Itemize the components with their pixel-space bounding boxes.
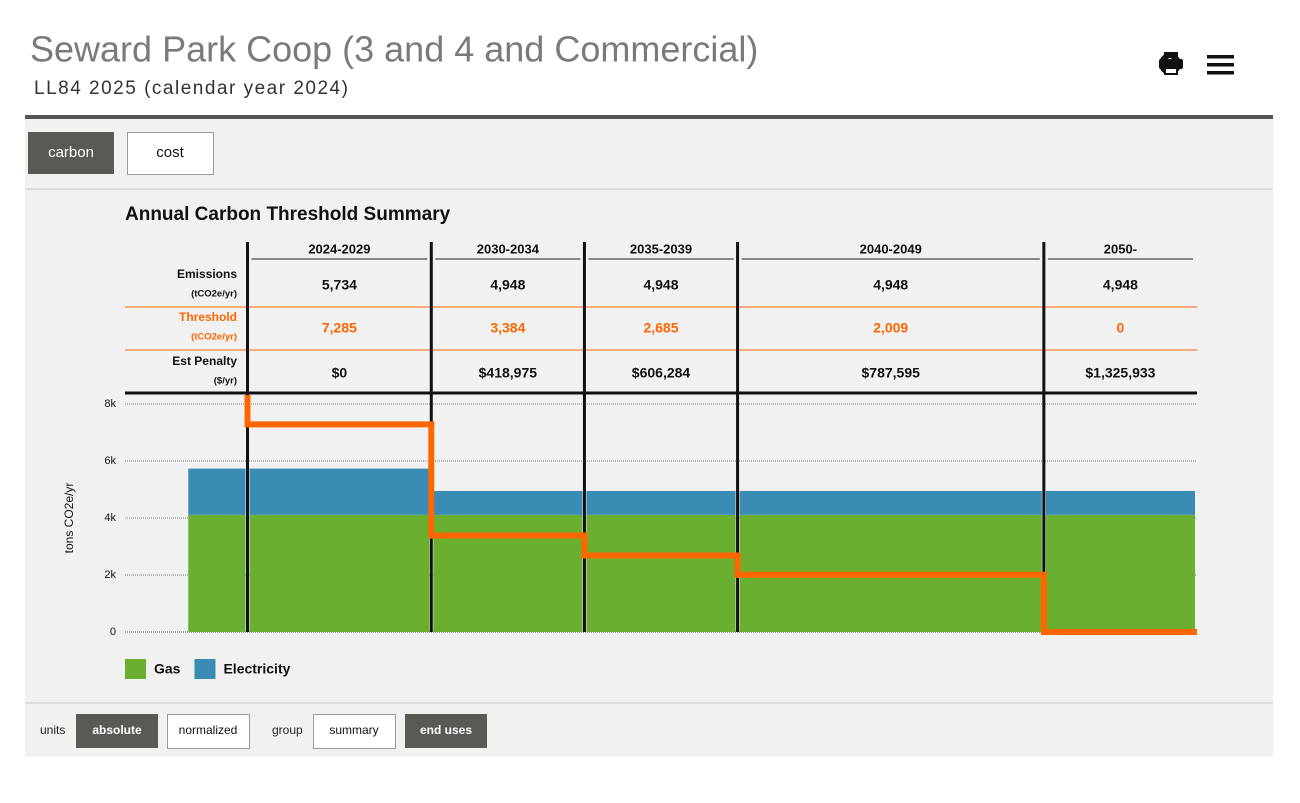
button-label[interactable]: end uses bbox=[420, 723, 472, 737]
table-value: 5,734 bbox=[322, 277, 357, 293]
page-subtitle: LL84 2025 (calendar year 2024) bbox=[34, 78, 349, 99]
button-summary[interactable]: summary bbox=[313, 714, 396, 749]
table-value: 4,948 bbox=[643, 277, 678, 293]
y-tick-label: 8k bbox=[104, 398, 116, 410]
bar-segment bbox=[586, 490, 736, 515]
chart-title: Annual Carbon Threshold Summary bbox=[125, 204, 451, 225]
column-header: 2050- bbox=[1104, 241, 1137, 256]
button-absolute[interactable]: absolute bbox=[76, 714, 158, 748]
row-name: Threshold bbox=[179, 310, 237, 324]
y-tick-label: 2k bbox=[104, 569, 116, 581]
tab-label[interactable]: cost bbox=[156, 144, 184, 161]
row-unit: ($/yr) bbox=[214, 376, 237, 387]
legend-swatch bbox=[194, 659, 216, 679]
table-value: $0 bbox=[332, 365, 348, 381]
y-tick-label: 6k bbox=[104, 455, 116, 467]
y-tick-label: 4k bbox=[104, 512, 116, 524]
column-header: 2035-2039 bbox=[630, 241, 692, 256]
row-unit: (tCO2e/yr) bbox=[191, 289, 237, 300]
units-label: units bbox=[40, 723, 65, 737]
row-unit: (tCO2e/yr) bbox=[191, 332, 237, 343]
bar-segment bbox=[433, 514, 583, 632]
table-value: $1,325,933 bbox=[1085, 365, 1155, 381]
bar-segment bbox=[1045, 490, 1195, 515]
column-header: 2024-2029 bbox=[308, 241, 370, 256]
group-label: group bbox=[272, 723, 303, 737]
tab-label[interactable]: carbon bbox=[48, 144, 94, 161]
column-header: 2040-2049 bbox=[860, 241, 922, 256]
column-header: 2030-2034 bbox=[477, 241, 540, 256]
menu-icon[interactable] bbox=[1207, 55, 1234, 75]
legend-label: Gas bbox=[154, 661, 181, 677]
bar-segment bbox=[1045, 514, 1195, 632]
table-value: 0 bbox=[1117, 320, 1125, 336]
table-value: $606,284 bbox=[632, 365, 691, 381]
row-name: Emissions bbox=[177, 267, 237, 281]
bar-segment bbox=[188, 514, 246, 632]
bar-segment bbox=[586, 514, 736, 632]
table-value: 2,685 bbox=[643, 320, 678, 336]
bar-segment bbox=[249, 468, 430, 515]
header-rule bbox=[25, 115, 1273, 119]
button-label[interactable]: normalized bbox=[179, 723, 238, 737]
bar-segment bbox=[188, 468, 246, 515]
table-value: 3,384 bbox=[490, 320, 525, 336]
legend-label: Electricity bbox=[223, 661, 290, 677]
row-name: Est Penalty bbox=[172, 354, 237, 368]
panel bbox=[25, 119, 1273, 757]
table-value: 4,948 bbox=[873, 277, 908, 293]
legend-swatch bbox=[125, 659, 146, 679]
y-axis-label: tons CO2e/yr bbox=[62, 483, 76, 554]
table-value: $418,975 bbox=[479, 365, 538, 381]
button-end-uses[interactable]: end uses bbox=[405, 714, 487, 748]
table-value: 7,285 bbox=[322, 320, 357, 336]
bar-segment bbox=[739, 490, 1042, 515]
chart: 0 2k 4k 6k 8k 2024-2029 2030-2034 2035-2039 2040… bbox=[104, 241, 1197, 679]
bar-segment bbox=[249, 514, 430, 632]
button-label[interactable]: absolute bbox=[92, 723, 142, 737]
button-normalized[interactable]: normalized bbox=[167, 714, 250, 749]
y-tick-label: 0 bbox=[110, 626, 116, 638]
table-value: 4,948 bbox=[1103, 277, 1138, 293]
page-title: Seward Park Coop (3 and 4 and Commercial… bbox=[30, 29, 758, 70]
tab-cost[interactable]: cost bbox=[127, 132, 214, 175]
tab-carbon[interactable]: carbon bbox=[28, 132, 114, 174]
table-value: $787,595 bbox=[862, 365, 921, 381]
table-value: 2,009 bbox=[873, 320, 908, 336]
button-label[interactable]: summary bbox=[329, 723, 378, 737]
table-value: 4,948 bbox=[490, 277, 525, 293]
print-icon[interactable] bbox=[1159, 52, 1183, 75]
bar-segment bbox=[433, 490, 583, 515]
